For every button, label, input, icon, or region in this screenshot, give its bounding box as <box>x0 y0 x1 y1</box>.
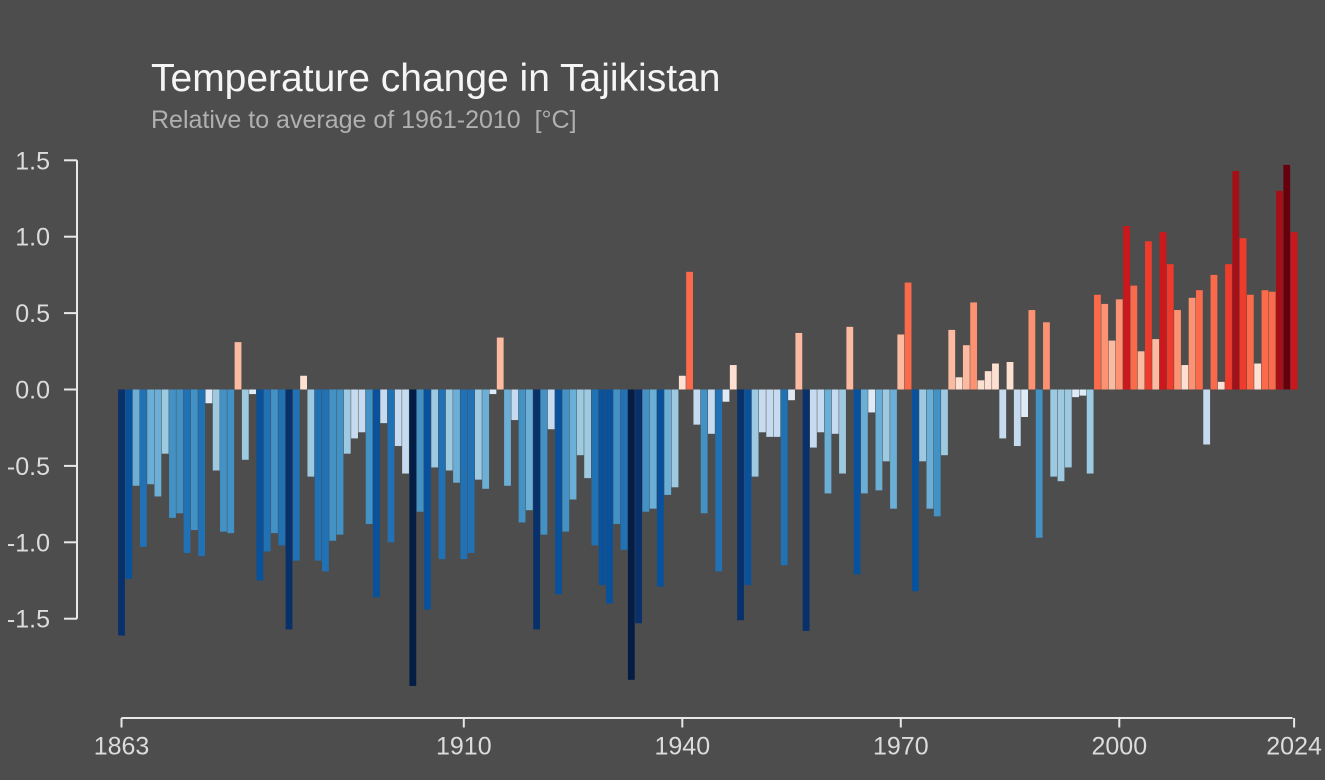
svg-text:0.5: 0.5 <box>15 300 50 328</box>
svg-text:2024: 2024 <box>1266 733 1322 761</box>
svg-text:0.0: 0.0 <box>15 377 50 405</box>
svg-text:1.0: 1.0 <box>15 224 50 252</box>
svg-text:Temperature change in Tajikist: Temperature change in Tajikistan <box>151 57 720 100</box>
svg-text:1970: 1970 <box>873 733 929 761</box>
svg-text:-1.0: -1.0 <box>7 529 50 557</box>
svg-text:1940: 1940 <box>654 733 710 761</box>
svg-text:Relative to average of 1961-20: Relative to average of 1961-2010 [°C] <box>151 106 577 134</box>
svg-text:1910: 1910 <box>436 733 492 761</box>
svg-text:1.5: 1.5 <box>15 147 50 175</box>
svg-text:-1.5: -1.5 <box>7 606 50 634</box>
svg-text:2000: 2000 <box>1091 733 1147 761</box>
svg-text:1863: 1863 <box>94 733 150 761</box>
svg-text:-0.5: -0.5 <box>7 453 50 481</box>
